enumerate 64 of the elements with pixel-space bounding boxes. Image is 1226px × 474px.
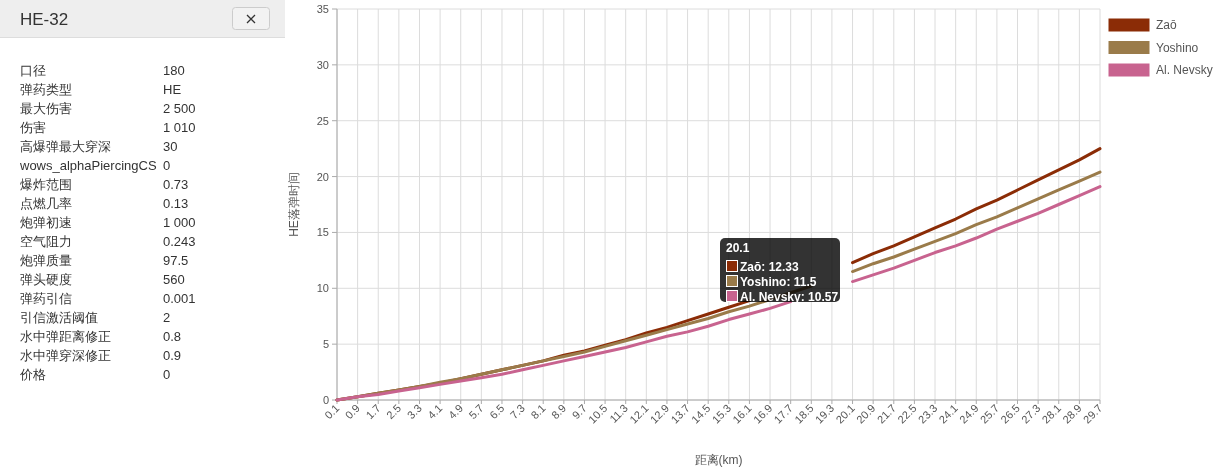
x-tick-label: 7.3 — [507, 401, 528, 422]
text: 高爆弹最大穿深 — [20, 139, 111, 154]
text: 最大伤害 — [20, 101, 72, 116]
y-tick-label: 0 — [322, 394, 329, 406]
y-tick-label: 30 — [316, 58, 329, 71]
legend-label: Zaō — [1156, 18, 1177, 32]
text: 水中弹距离修正 — [20, 329, 111, 344]
x-tick-label: 8.9 — [548, 401, 569, 422]
text: 炮弹质量 — [20, 253, 72, 268]
x-axis-title: 距离(km) — [694, 453, 743, 467]
text: 0.73 — [163, 177, 189, 192]
annotation: Yoshino: 11.5 — [740, 275, 817, 289]
annotation: 20.1 — [726, 241, 750, 255]
y-tick-label: 20 — [316, 170, 329, 183]
text: 弹头硬度 — [20, 272, 72, 287]
x-tick-label: 9.7 — [569, 401, 589, 422]
text: 爆炸范围 — [20, 177, 72, 192]
x-tick-label: 6.5 — [487, 401, 507, 422]
x-tick-label: 8.1 — [528, 401, 548, 422]
text: HE-32 — [20, 10, 69, 29]
text: 水中弹穿深修正 — [20, 348, 111, 363]
text: 0.243 — [163, 234, 196, 249]
y-tick-label: 35 — [316, 3, 329, 15]
text: 0.8 — [163, 329, 182, 344]
x-tick-label: 0.9 — [342, 401, 363, 422]
text: 180 — [163, 63, 185, 78]
legend-label: Al. Nevsky — [1156, 63, 1213, 77]
text: 1 010 — [163, 120, 196, 135]
text: 口径 — [20, 63, 46, 78]
text: 560 — [163, 272, 185, 287]
text: 价格 — [19, 367, 46, 382]
y-tick-label: 25 — [316, 114, 329, 127]
text: 0 — [163, 367, 171, 382]
text: 0 — [163, 158, 171, 173]
y-tick-label: 15 — [316, 226, 329, 239]
text: 点燃几率 — [20, 196, 72, 211]
text: wows_alphaPiercingCS — [19, 158, 157, 173]
text: 空气阻力 — [20, 234, 72, 249]
text: 弹药类型 — [20, 82, 72, 97]
y-axis-title: HE落弹时间 — [287, 172, 301, 237]
x-tick-label: 4.1 — [425, 401, 445, 422]
text: 1 000 — [163, 215, 196, 230]
text: 弹药引信 — [20, 291, 72, 306]
text: 2 — [163, 310, 171, 325]
y-tick-label: 5 — [322, 338, 329, 351]
text: HE — [163, 82, 182, 97]
legend-label: Yoshino — [1156, 40, 1199, 55]
x-tick-label: 4.9 — [445, 401, 466, 422]
text: 2 500 — [163, 101, 196, 116]
y-tick-label: 10 — [316, 282, 329, 295]
text: 伤害 — [20, 120, 46, 135]
text: 30 — [163, 139, 178, 154]
x-tick-label: 1.7 — [363, 401, 383, 422]
x-tick-label: 2.5 — [383, 401, 404, 422]
text: 97.5 — [163, 253, 189, 268]
annotation: Al. Nevsky: 10.57 — [740, 290, 839, 304]
annotation: Zaō: 12.33 — [740, 260, 800, 274]
x-tick-label: 3.3 — [404, 401, 424, 422]
text: 炮弹初速 — [20, 215, 72, 230]
text: 0.9 — [163, 348, 182, 363]
text: 0.001 — [163, 291, 196, 306]
text: 0.13 — [163, 196, 189, 211]
x-tick-label: 5.7 — [466, 401, 486, 422]
text: 引信激活阈值 — [20, 310, 98, 325]
